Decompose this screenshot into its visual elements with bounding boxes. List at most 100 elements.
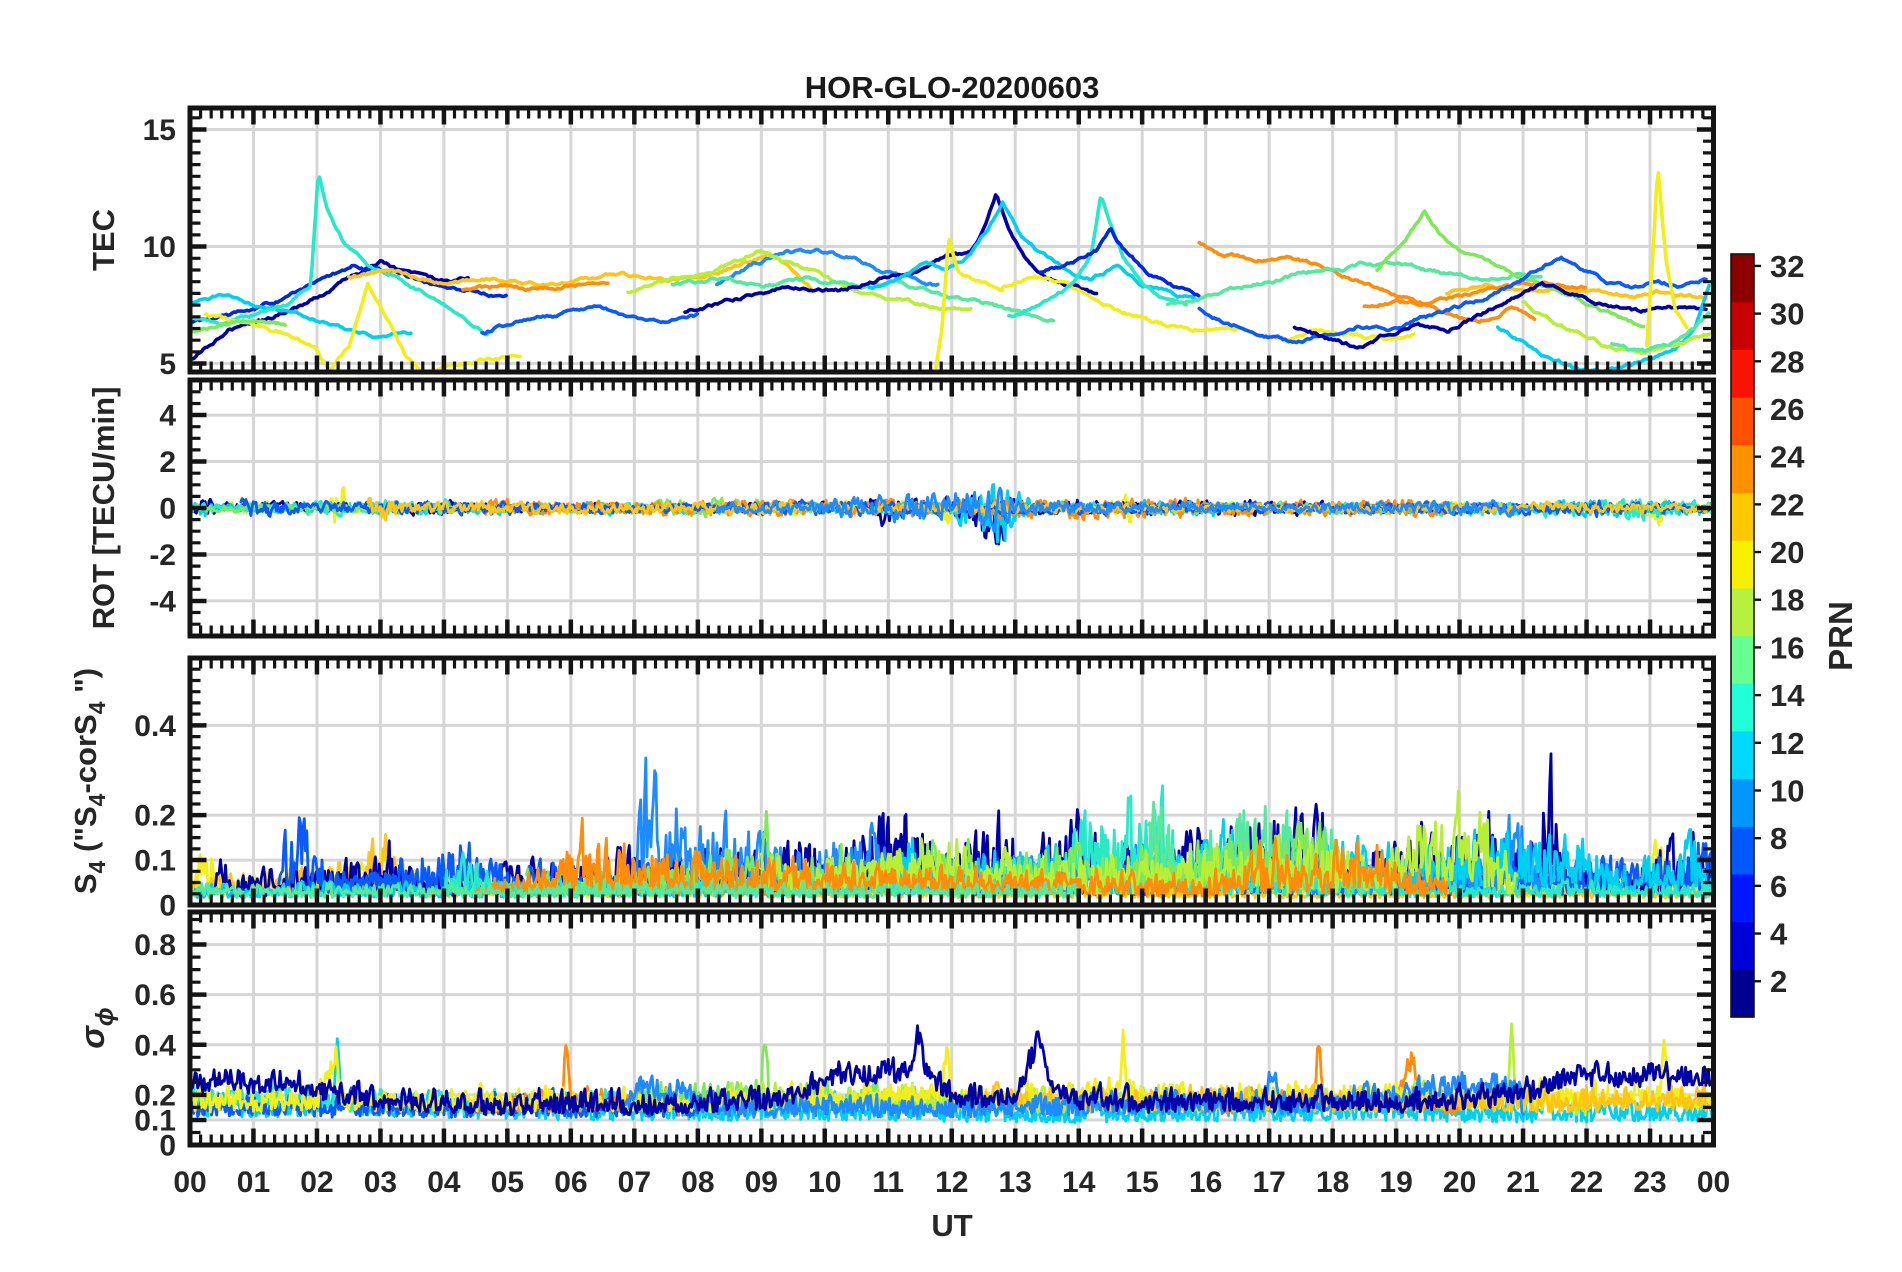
colorbar-border [1730,253,1755,1018]
rot-traces [191,482,1713,546]
sigma_phi-traces [191,1022,1713,1124]
colorbar-band [1731,969,1754,1018]
tec-axes-frame [187,105,1716,375]
colorbar-label: PRN [1822,601,1859,671]
colorbar-band [1731,921,1754,970]
colorbar-band [1731,730,1754,780]
x-tick-label: 05 [491,1166,524,1199]
tec-trace-prn-23 [461,280,610,293]
colorbar-tick-label: 30 [1770,297,1804,332]
s4-y-tick-label: 0.2 [134,800,176,833]
x-tick-label: 13 [999,1166,1032,1199]
colorbar-tick-label: 14 [1770,678,1805,713]
tec-trace-prn-13 [1007,196,1188,319]
s4-y-axis-label: S4 ("S4-corS4 ") [68,668,110,894]
x-tick-label: 08 [681,1166,714,1199]
axes-frames-and-ticks [187,105,1716,1148]
tec-trace-prn-2 [1292,281,1708,350]
colorbar-band [1731,254,1754,303]
sigma_phi-y-tick-label: 0.2 [134,1079,176,1112]
x-tick-label: 17 [1252,1166,1285,1199]
colorbar-band [1731,778,1754,827]
tec-trace-prn-4 [1038,227,1201,298]
colorbar-band [1731,444,1754,494]
x-tick-label: 07 [618,1166,651,1199]
tec-trace-prn-7 [480,304,700,336]
tec-trace-prn-21 [1445,282,1708,301]
colorbar-band [1731,397,1754,446]
tec-trace-prn-2 [191,258,470,362]
tec-trace-prn-23 [1197,240,1537,325]
colorbar-tick-label: 32 [1770,249,1804,284]
gridlines [190,108,1714,1145]
prn-colorbar[interactable] [1730,253,1761,1018]
colorbar-tick-label: 12 [1770,726,1804,761]
tec-trace-prn-13 [191,175,489,337]
tec-trace-prn-2 [683,193,1099,315]
tec-trace-prn-4 [191,263,508,326]
s4-axes-frame [187,655,1716,908]
x-tick-label: 09 [745,1166,778,1199]
x-tick-label: 18 [1316,1166,1349,1199]
colorbar-tick-label: 4 [1770,917,1788,952]
colorbar-band [1731,826,1754,875]
x-tick-label: 10 [808,1166,841,1199]
tec-traces [191,171,1712,371]
x-tick-label: 21 [1506,1166,1539,1199]
colorbar-tick-label: 18 [1770,583,1804,618]
x-tick-label: 06 [554,1166,587,1199]
x-tick-label: 04 [427,1166,461,1199]
rot-axes-frame [187,377,1716,639]
x-tick-label: 22 [1570,1166,1603,1199]
colorbar-band [1731,587,1754,637]
colorbar-tick-label: 6 [1770,869,1787,904]
colorbar-tick-label: 24 [1770,440,1805,475]
x-tick-label: 00 [173,1166,206,1199]
tec-y-tick-label: 10 [143,231,176,264]
colorbar-band [1731,492,1754,541]
colorbar-band [1731,349,1754,398]
tec-trace-prn-12 [1495,283,1711,371]
plot-title: HOR-GLO-20200603 [805,70,1100,105]
tec-trace-prn-20 [204,281,522,371]
colorbar-tick-label: 16 [1770,630,1804,665]
s4-y-tick-label: 0 [159,890,176,923]
sigma-phi-y-axis-label: σϕ [74,1007,119,1049]
data-traces [191,171,1713,1124]
tec-trace-prn-17 [191,318,288,334]
colorbar-tick-label: 26 [1770,392,1804,427]
colorbar-tick-label: 28 [1770,344,1804,379]
sigma_phi-y-tick-label: 0 [159,1130,176,1163]
sigma_phi-y-tick-label: 0.4 [134,1029,176,1062]
colorbar-tick-label: 20 [1770,535,1804,570]
tec-trace-prn-24 [1362,280,1588,309]
rot-y-tick-label: -4 [149,585,176,618]
sigma_phi-y-tick-label: 0.8 [134,929,176,962]
rot-y-tick-label: 0 [159,493,176,526]
tec-trace-prn-12 [191,292,413,340]
x-tick-label: 15 [1126,1166,1159,1199]
tec-trace-prn-15 [670,275,1056,324]
x-tick-label: 01 [237,1166,270,1199]
rot-y-tick-label: 2 [159,446,176,479]
sigma_phi-y-tick-label: 0.6 [134,979,176,1012]
colorbar-tick-label: 8 [1770,821,1787,856]
s4-y-tick-label: 0.4 [134,710,176,743]
colorbar-band [1731,635,1754,684]
tec-trace-prn-18 [626,248,973,312]
tec-trace-prn-17 [1375,209,1646,329]
sigma_phi-y-tick-label: 0.1 [134,1104,176,1137]
rot-y-tick-label: 4 [159,400,176,433]
tec-trace-prn-20 [934,238,1005,370]
s4-trace-prn-18 [759,789,1519,896]
x-tick-label: 11 [872,1166,904,1199]
colorbar-tick-label: 2 [1770,964,1787,999]
rot-y-tick-label: -2 [149,539,176,572]
x-tick-label: 19 [1379,1166,1412,1199]
rot-trace-prn-9 [715,486,1531,533]
s4-y-tick-label: 0.1 [134,845,176,878]
x-tick-label: 16 [1189,1166,1222,1199]
colorbar-band [1731,873,1754,923]
x-tick-label: 14 [1062,1166,1096,1199]
